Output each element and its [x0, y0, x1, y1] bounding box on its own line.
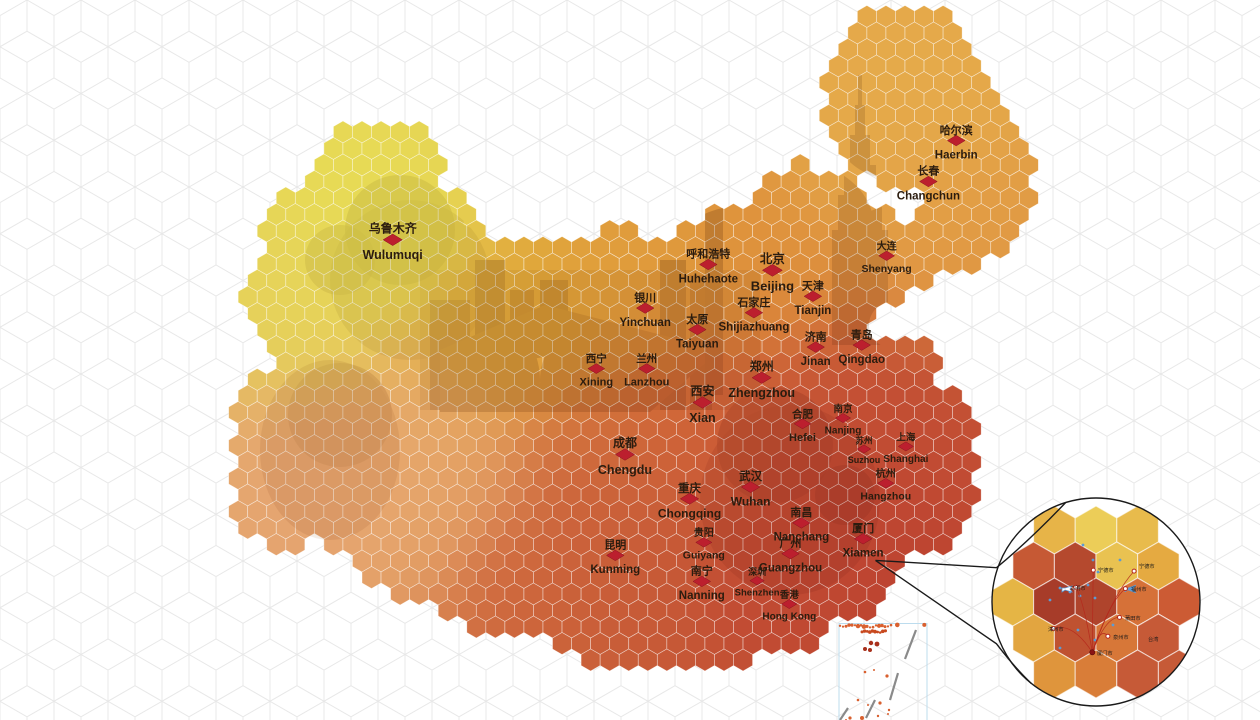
svg-text:Jinan: Jinan: [801, 356, 831, 368]
svg-text:济南: 济南: [805, 329, 827, 343]
svg-text:Shijiazhuang: Shijiazhuang: [718, 322, 789, 334]
svg-text:厦门: 厦门: [852, 521, 874, 535]
svg-text:贵阳: 贵阳: [694, 526, 714, 539]
svg-text:大连: 大连: [877, 240, 898, 253]
svg-text:Shenzhen: Shenzhen: [735, 588, 780, 599]
svg-text:Haerbin: Haerbin: [935, 149, 978, 161]
svg-text:Shanghai: Shanghai: [883, 454, 928, 465]
svg-text:Xian: Xian: [689, 411, 715, 425]
svg-text:成都: 成都: [613, 435, 637, 450]
svg-text:Zhengzhou: Zhengzhou: [728, 386, 795, 400]
svg-text:昆明: 昆明: [604, 539, 626, 552]
svg-text:Xining: Xining: [579, 377, 613, 389]
svg-text:呼和浩特: 呼和浩特: [686, 247, 730, 261]
svg-text:长春: 长春: [917, 164, 940, 178]
svg-text:Beijing: Beijing: [751, 278, 794, 293]
svg-text:杭州: 杭州: [876, 467, 896, 480]
svg-text:重庆: 重庆: [678, 481, 701, 495]
svg-text:Huhehaote: Huhehaote: [679, 273, 738, 285]
svg-text:Guiyang: Guiyang: [683, 550, 725, 562]
svg-text:武汉: 武汉: [739, 469, 762, 483]
svg-text:西安: 西安: [690, 383, 714, 398]
svg-text:银川: 银川: [634, 290, 656, 304]
svg-text:乌鲁木齐: 乌鲁木齐: [369, 221, 418, 236]
svg-text:南京: 南京: [833, 403, 853, 415]
svg-text:石家庄: 石家庄: [736, 295, 770, 309]
svg-text:西宁: 西宁: [586, 352, 607, 365]
svg-text:Tianjin: Tianjin: [794, 305, 831, 317]
svg-text:天津: 天津: [802, 279, 824, 293]
svg-text:Guangzhou: Guangzhou: [759, 563, 822, 575]
svg-text:深圳: 深圳: [748, 566, 766, 577]
svg-text:青岛: 青岛: [851, 327, 873, 341]
svg-text:北京: 北京: [760, 251, 786, 266]
svg-text:Hangzhou: Hangzhou: [860, 491, 911, 503]
svg-text:Wulumuqi: Wulumuqi: [363, 248, 423, 262]
svg-text:Changchun: Changchun: [897, 190, 960, 202]
svg-text:Chengdu: Chengdu: [598, 463, 652, 477]
svg-text:Shenyang: Shenyang: [862, 263, 912, 275]
svg-text:Chongqing: Chongqing: [658, 506, 721, 520]
svg-text:哈尔滨: 哈尔滨: [940, 123, 973, 137]
svg-text:香港: 香港: [779, 589, 800, 601]
svg-text:苏州: 苏州: [855, 435, 872, 445]
svg-text:太原: 太原: [685, 312, 708, 326]
svg-text:Lanzhou: Lanzhou: [624, 377, 669, 389]
svg-text:Wuhan: Wuhan: [731, 495, 771, 509]
svg-text:Hong Kong: Hong Kong: [762, 612, 816, 623]
svg-text:Suzhou: Suzhou: [848, 455, 881, 465]
svg-text:Nanning: Nanning: [679, 590, 725, 602]
svg-text:Yinchuan: Yinchuan: [620, 317, 671, 329]
svg-text:Kunming: Kunming: [590, 564, 640, 576]
svg-text:南宁: 南宁: [691, 564, 713, 578]
svg-text:Hefei: Hefei: [789, 432, 816, 444]
svg-text:Taiyuan: Taiyuan: [676, 338, 719, 350]
svg-text:南昌: 南昌: [790, 505, 812, 519]
svg-text:广州: 广州: [780, 536, 802, 550]
svg-text:郑州: 郑州: [750, 358, 774, 373]
svg-text:合肥: 合肥: [791, 407, 813, 420]
svg-text:Qingdao: Qingdao: [838, 354, 885, 366]
svg-text:Xiamen: Xiamen: [843, 548, 884, 560]
svg-text:兰州: 兰州: [636, 352, 657, 365]
svg-text:上海: 上海: [896, 431, 916, 443]
